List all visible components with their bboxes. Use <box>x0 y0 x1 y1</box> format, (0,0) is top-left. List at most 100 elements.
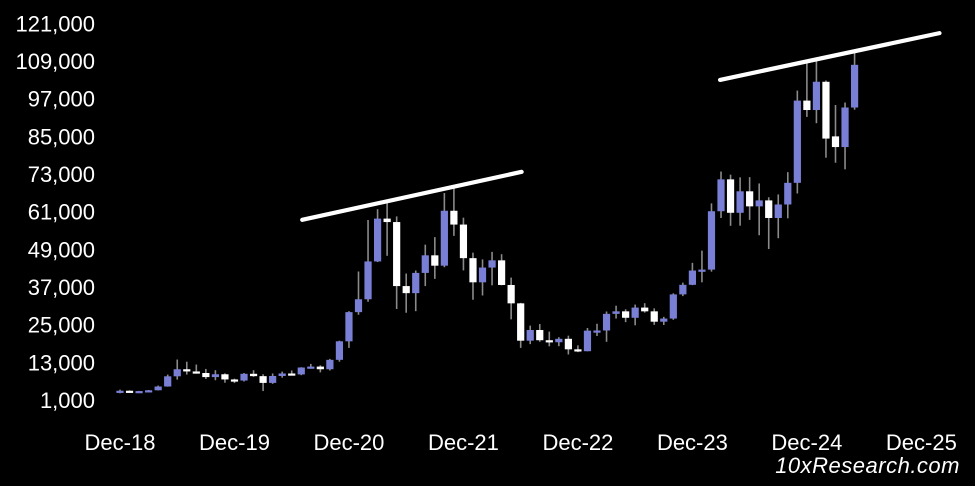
y-axis-tick-label: 85,000 <box>28 124 95 149</box>
candle-body <box>145 390 153 393</box>
candle-body <box>412 272 420 294</box>
candle-jul-20 <box>297 367 305 376</box>
x-axis-tick-label: Dec-24 <box>771 430 842 455</box>
candle-may-24 <box>736 177 744 226</box>
x-axis-tick-label: Dec-18 <box>85 430 156 455</box>
y-axis-tick-label: 49,000 <box>28 237 95 262</box>
candle-body <box>221 374 229 380</box>
candle-feb-21 <box>364 220 372 302</box>
x-axis-tick-label: Dec-23 <box>657 430 728 455</box>
candle-body <box>335 341 344 360</box>
candle-body <box>822 81 830 139</box>
candle-body <box>183 369 191 372</box>
candle-body <box>402 286 410 294</box>
candle-jun-23 <box>631 304 639 326</box>
candle-body <box>698 269 706 272</box>
x-axis-tick-label: Dec-22 <box>542 430 613 455</box>
candle-body <box>421 255 429 273</box>
candle-jun-19 <box>173 359 181 380</box>
candle-aug-24 <box>765 197 773 250</box>
candle-body <box>192 371 200 374</box>
candle-body <box>707 211 716 270</box>
candle-sep-21 <box>431 237 439 279</box>
candle-body <box>526 330 534 341</box>
candle-body <box>393 222 401 287</box>
candle-body <box>498 260 506 285</box>
candle-body <box>164 376 172 387</box>
candle-body <box>517 303 525 341</box>
candle-body <box>688 270 696 285</box>
candle-body <box>373 218 382 262</box>
candle-sep-20 <box>316 365 324 373</box>
candle-body <box>345 312 353 342</box>
candle-body <box>431 255 439 266</box>
trendline-1 <box>300 169 524 222</box>
candle-body <box>641 307 649 312</box>
y-axis-tick-label: 121,000 <box>15 11 95 36</box>
candle-body <box>307 366 315 369</box>
candle-body <box>230 379 239 382</box>
candle-may-19 <box>164 374 172 387</box>
candle-may-20 <box>278 371 286 378</box>
trendline-2 <box>717 31 942 82</box>
candle-jul-22 <box>526 325 534 345</box>
candle-may-25 <box>850 52 859 110</box>
candle-dec-24 <box>803 63 811 117</box>
candle-body <box>240 373 248 381</box>
candle-body <box>850 64 859 108</box>
candle-dec-22 <box>574 345 582 353</box>
candle-body <box>383 218 391 223</box>
candle-body <box>135 391 143 394</box>
candle-body <box>488 260 496 268</box>
candle-body <box>793 100 801 183</box>
candle-jan-21 <box>354 271 363 315</box>
candle-body <box>259 376 267 383</box>
candle-dec-23 <box>688 262 696 286</box>
candle-feb-24 <box>707 203 716 272</box>
candle-dec-21 <box>459 217 468 271</box>
candle-apr-21 <box>383 199 391 256</box>
candle-body <box>545 340 553 343</box>
candle-feb-22 <box>478 259 487 296</box>
candle-jul-23 <box>641 303 649 313</box>
candle-body <box>660 318 668 322</box>
candle-aug-21 <box>421 244 429 287</box>
y-axis-tick-label: 97,000 <box>28 87 95 112</box>
candle-body <box>326 359 334 370</box>
y-axis-tick-label: 61,000 <box>28 200 95 225</box>
candle-body <box>440 210 448 266</box>
candle-apr-25 <box>841 102 849 170</box>
candle-body <box>602 313 611 331</box>
y-axis-tick-label: 37,000 <box>28 275 95 300</box>
candle-apr-24 <box>726 174 735 226</box>
candle-body <box>784 182 792 205</box>
y-axis-tick-label: 25,000 <box>28 313 95 338</box>
candle-may-23 <box>622 309 630 323</box>
candle-body <box>249 373 258 377</box>
candle-oct-20 <box>326 358 334 371</box>
candle-body <box>354 299 363 313</box>
candle-body <box>650 311 658 322</box>
candle-nov-24 <box>793 90 801 194</box>
candle-body <box>717 179 725 212</box>
y-axis-tick-label: 73,000 <box>28 162 95 187</box>
candle-body <box>555 338 563 343</box>
candle-body <box>316 366 324 370</box>
candle-body <box>669 294 677 319</box>
candle-body <box>622 311 630 318</box>
candle-body <box>564 338 572 350</box>
candle-apr-22 <box>498 254 506 286</box>
candle-feb-20 <box>249 370 258 377</box>
x-axis-tick-label: Dec-21 <box>428 430 499 455</box>
candle-body <box>765 200 773 218</box>
candle-body <box>536 330 544 341</box>
candle-body <box>469 258 477 283</box>
candle-body <box>211 374 219 378</box>
candle-sep-23 <box>660 316 668 325</box>
candle-nov-22 <box>564 335 572 355</box>
candle-body <box>593 330 601 333</box>
candle-sep-19 <box>202 368 210 379</box>
candle-body <box>736 191 744 213</box>
candle-mar-21 <box>373 209 382 263</box>
candle-dec-20 <box>345 311 353 348</box>
